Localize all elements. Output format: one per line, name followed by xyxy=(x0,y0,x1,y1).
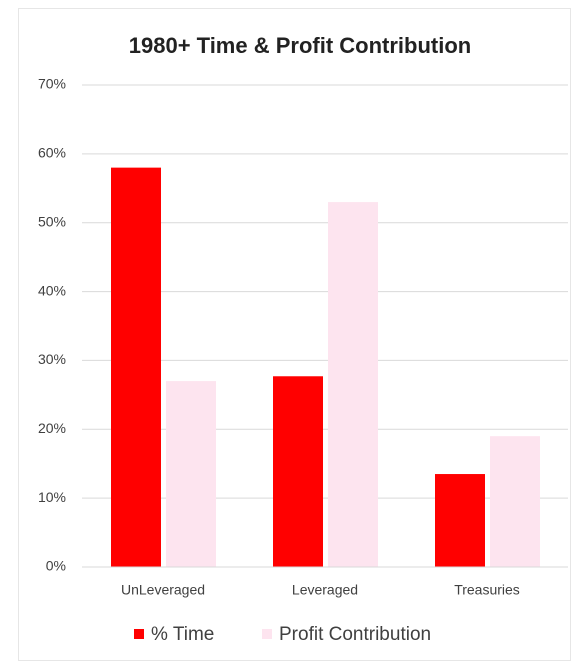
x-tick-label: Treasuries xyxy=(454,582,520,598)
y-tick-label: 70% xyxy=(38,76,66,92)
bar xyxy=(328,202,378,568)
legend-swatch xyxy=(134,629,144,639)
y-tick-label: 60% xyxy=(38,145,66,161)
legend-swatch xyxy=(262,629,272,639)
bar xyxy=(166,381,216,567)
x-tick-label: Leveraged xyxy=(292,582,358,598)
bar xyxy=(111,167,161,567)
y-tick-label: 10% xyxy=(38,489,66,505)
bar xyxy=(273,376,323,567)
bar xyxy=(490,436,540,567)
bar xyxy=(435,474,485,567)
y-tick-label: 0% xyxy=(46,558,66,574)
y-tick-label: 30% xyxy=(38,351,66,367)
legend-label: % Time xyxy=(151,624,214,645)
legend-label: Profit Contribution xyxy=(279,624,431,645)
y-tick-label: 20% xyxy=(38,420,66,436)
x-tick-label: UnLeveraged xyxy=(121,582,205,598)
chart-title: 1980+ Time & Profit Contribution xyxy=(129,33,471,58)
y-tick-label: 50% xyxy=(38,213,66,229)
y-tick-label: 40% xyxy=(38,282,66,298)
